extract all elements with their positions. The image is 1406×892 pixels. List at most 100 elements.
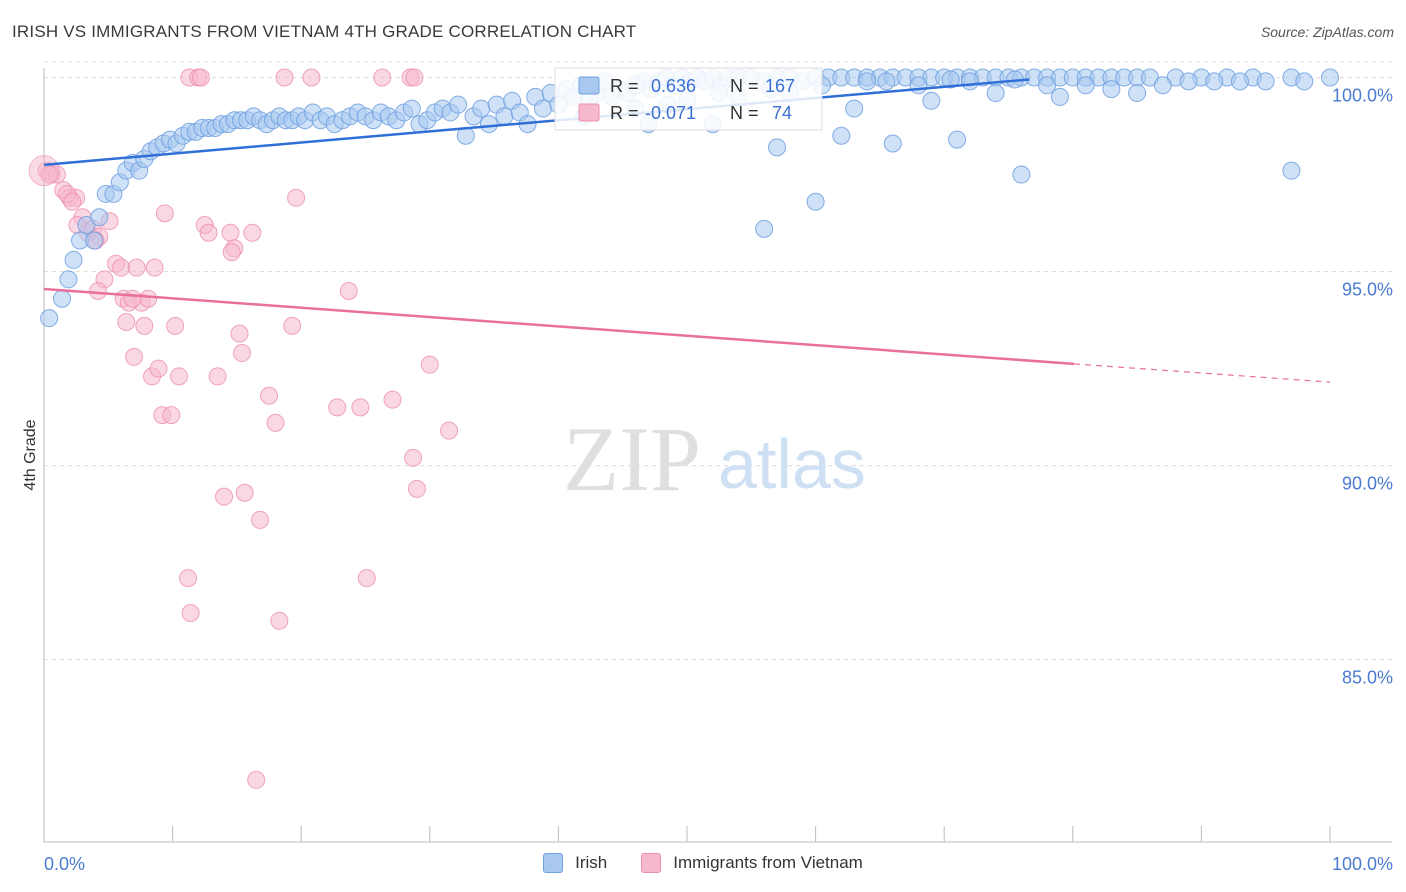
irish-point — [85, 231, 104, 250]
irish-point — [1282, 161, 1301, 180]
irish-point — [755, 219, 774, 238]
vietnam-point — [181, 604, 200, 623]
stats-r-label-2: R = — [610, 103, 639, 123]
vietnam-points — [28, 68, 459, 789]
irish-trend-line — [43, 78, 1030, 167]
irish-point — [986, 84, 1005, 103]
stats-n-value-2: 74 — [772, 103, 792, 123]
stats-swatch-irish — [578, 76, 600, 95]
irish-point — [941, 70, 960, 89]
vietnam-point — [208, 367, 227, 386]
irish-point — [883, 134, 902, 153]
chart-legend: Irish Immigrants from Vietnam — [0, 853, 1406, 873]
vietnam-point — [221, 223, 240, 242]
x-tick-label: 0.0% — [44, 854, 85, 874]
irish-point — [909, 76, 928, 95]
irish-point — [449, 95, 468, 114]
irish-point — [1128, 84, 1147, 103]
vietnam-point — [351, 398, 370, 417]
irish-point — [472, 99, 491, 118]
vietnam-point — [302, 68, 321, 87]
vietnam-point — [235, 483, 254, 502]
vietnam-point — [339, 281, 358, 300]
irish-point — [1295, 72, 1314, 91]
vietnam-point — [404, 448, 423, 467]
irish-point — [402, 99, 421, 118]
irish-point — [1230, 72, 1249, 91]
irish-point — [40, 309, 59, 328]
vietnam-point — [117, 313, 136, 331]
vietnam-point — [170, 367, 189, 386]
irish-point — [90, 208, 109, 227]
vietnam-point — [112, 258, 131, 277]
vietnam-point — [328, 398, 347, 417]
y-tick-label: 90.0% — [1342, 474, 1393, 494]
irish-point — [845, 99, 864, 118]
vietnam-point — [89, 281, 108, 300]
irish-point — [1205, 72, 1224, 91]
vietnam-point — [125, 347, 144, 366]
vietnam-point — [266, 413, 285, 432]
stats-n-value-1: 167 — [765, 76, 795, 96]
chart-title: IRISH VS IMMIGRANTS FROM VIETNAM 4TH GRA… — [12, 22, 637, 41]
y-tick-label: 85.0% — [1342, 668, 1393, 688]
legend-item-irish: Irish — [543, 853, 607, 873]
irish-point — [922, 91, 941, 110]
vietnam-point — [63, 192, 82, 211]
irish-point — [479, 115, 498, 134]
irish-point — [1076, 76, 1095, 95]
x-tick-label: 100.0% — [1332, 854, 1393, 874]
irish-point — [1321, 68, 1339, 87]
irish-point — [1038, 76, 1057, 95]
irish-point — [960, 72, 979, 91]
vietnam-point — [222, 243, 241, 262]
axes — [43, 68, 1392, 843]
legend-label-vietnam: Immigrants from Vietnam — [673, 853, 863, 872]
vietnam-point — [123, 289, 142, 308]
irish-point — [1050, 87, 1069, 106]
vietnam-point — [420, 355, 439, 374]
irish-point — [832, 126, 851, 145]
irish-point — [59, 270, 78, 289]
x-tick-labels: 0.0% 100.0% — [44, 854, 1393, 874]
vietnam-point — [233, 344, 252, 363]
vietnam-point — [440, 421, 459, 440]
stats-r-value-1: 0.636 — [651, 76, 696, 96]
vietnam-point — [287, 188, 306, 207]
irish-point — [877, 72, 896, 91]
vietnam-point — [135, 316, 154, 335]
vietnam-point — [275, 68, 294, 87]
watermark-atlas: atlas — [718, 425, 866, 503]
vietnam-point — [215, 487, 234, 506]
vietnam-point — [407, 479, 426, 498]
vietnam-point — [162, 406, 181, 425]
trend-lines — [43, 78, 1331, 383]
vietnam-point — [127, 258, 146, 277]
vietnam-trend-extension — [1074, 363, 1331, 383]
vietnam-point — [373, 68, 392, 87]
vietnam-point — [260, 386, 279, 405]
vietnam-point — [166, 316, 185, 335]
legend-swatch-irish — [543, 853, 564, 873]
vietnam-point — [155, 204, 174, 223]
stats-legend-box: R = 0.636 N = 167 R = -0.071 N = 74 — [554, 67, 823, 131]
irish-point — [1102, 80, 1121, 99]
legend-item-vietnam: Immigrants from Vietnam — [641, 853, 863, 873]
y-tick-labels: 100.0% 95.0% 90.0% 85.0% — [1332, 86, 1393, 688]
vietnam-point — [199, 223, 218, 242]
stats-swatch-vietnam — [578, 103, 600, 122]
source-label: Source: ZipAtlas.com — [1260, 24, 1394, 40]
irish-point — [495, 107, 514, 126]
legend-label-irish: Irish — [575, 853, 608, 872]
vietnam-point — [251, 510, 270, 529]
vietnam-point — [145, 258, 164, 277]
irish-point — [1153, 76, 1172, 95]
vietnam-point — [270, 611, 289, 630]
irish-point — [806, 192, 825, 211]
y-tick-label: 100.0% — [1332, 86, 1393, 106]
stats-n-label-1: N = — [730, 76, 759, 96]
watermark-zip: ZIP — [563, 408, 701, 510]
stats-r-value-2: -0.071 — [645, 103, 696, 123]
irish-point — [1256, 72, 1275, 91]
